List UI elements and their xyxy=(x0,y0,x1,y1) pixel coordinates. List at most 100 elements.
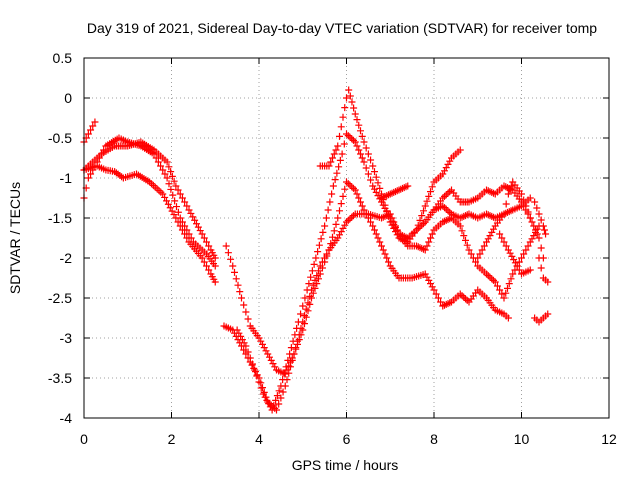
data-point-marker xyxy=(279,388,287,396)
data-point-marker xyxy=(328,190,336,198)
data-point-marker xyxy=(530,222,538,230)
data-point-marker xyxy=(294,318,302,326)
data-point-marker xyxy=(350,184,357,192)
data-point-marker xyxy=(287,344,295,352)
data-point-marker xyxy=(428,230,436,238)
data-point-marker xyxy=(533,230,541,238)
data-point-marker xyxy=(269,360,277,368)
data-point-marker xyxy=(498,290,506,298)
data-point-marker xyxy=(270,401,278,409)
data-point-marker xyxy=(508,252,516,260)
data-point-marker xyxy=(393,231,401,239)
data-point-marker xyxy=(172,214,180,222)
data-point-marker xyxy=(528,218,536,226)
data-point-marker xyxy=(369,222,377,230)
data-point-marker xyxy=(456,146,464,154)
data-point-marker xyxy=(313,280,321,288)
data-point-marker xyxy=(161,170,169,178)
data-point-marker xyxy=(500,210,508,218)
data-point-marker xyxy=(427,188,434,196)
data-point-marker xyxy=(329,233,336,241)
data-point-marker xyxy=(273,392,281,400)
data-point-marker xyxy=(488,275,496,283)
data-point-marker xyxy=(505,280,513,288)
data-point-marker xyxy=(522,202,530,210)
data-point-marker xyxy=(379,246,387,254)
data-point-marker xyxy=(260,388,268,396)
data-point-marker xyxy=(154,158,162,166)
data-point-marker xyxy=(299,302,307,310)
data-point-marker xyxy=(351,138,359,146)
data-point-marker xyxy=(333,169,341,177)
data-point-marker xyxy=(275,387,283,395)
data-point-marker xyxy=(200,234,208,242)
data-point-marker xyxy=(321,254,329,262)
data-point-marker xyxy=(535,254,543,262)
data-point-marker xyxy=(444,207,452,215)
data-point-marker xyxy=(456,222,464,230)
data-point-marker xyxy=(385,212,392,220)
data-point-marker xyxy=(203,238,210,246)
data-point-marker xyxy=(378,242,385,250)
data-point-marker xyxy=(279,376,287,384)
data-point-marker xyxy=(282,363,290,371)
y-tick-label: -1.5 xyxy=(48,210,72,226)
data-point-marker xyxy=(423,242,431,250)
data-point-marker xyxy=(304,299,312,307)
data-point-marker xyxy=(308,267,316,275)
data-point-marker xyxy=(446,188,454,196)
data-point-marker xyxy=(343,94,350,102)
data-point-marker xyxy=(372,230,380,238)
data-point-marker xyxy=(178,226,186,234)
data-point-marker xyxy=(367,176,375,184)
data-point-marker xyxy=(357,198,364,206)
data-point-marker xyxy=(358,202,366,210)
series-track-l xyxy=(496,230,534,278)
data-point-marker xyxy=(425,192,433,200)
data-point-marker xyxy=(303,286,311,294)
data-point-marker xyxy=(257,384,265,392)
data-point-marker xyxy=(340,140,348,148)
data-point-marker xyxy=(91,118,99,126)
data-point-marker xyxy=(444,160,452,168)
data-point-marker xyxy=(355,146,363,154)
data-point-marker xyxy=(183,202,191,210)
data-point-marker xyxy=(504,284,511,292)
series-track-k xyxy=(474,178,534,262)
data-point-marker xyxy=(173,203,180,211)
data-point-marker xyxy=(480,242,488,250)
data-point-marker xyxy=(528,235,536,243)
data-point-marker xyxy=(293,324,301,332)
data-point-marker xyxy=(537,216,545,224)
data-point-marker xyxy=(490,276,497,284)
data-point-marker xyxy=(311,284,319,292)
data-point-marker xyxy=(337,228,345,236)
x-tick-labels: 0 2 4 6 8 10 12 xyxy=(80,431,617,447)
data-point-marker xyxy=(181,198,189,206)
data-point-marker xyxy=(168,172,176,180)
data-point-marker xyxy=(425,238,433,246)
data-point-marker xyxy=(211,278,219,286)
data-point-marker xyxy=(520,250,528,258)
data-point-marker xyxy=(432,290,440,298)
data-point-marker xyxy=(337,200,345,208)
data-point-marker xyxy=(240,346,248,354)
data-point-marker xyxy=(313,272,321,280)
data-point-marker xyxy=(169,191,177,199)
y-tick-label: -3.5 xyxy=(48,370,72,386)
data-point-marker xyxy=(176,190,184,198)
data-point-marker xyxy=(171,197,179,205)
data-point-marker xyxy=(358,132,366,140)
data-point-marker xyxy=(442,191,450,199)
data-point-marker xyxy=(252,368,259,376)
data-point-marker xyxy=(260,344,268,352)
data-point-marker xyxy=(502,242,510,250)
data-point-marker xyxy=(311,276,319,284)
data-point-marker xyxy=(507,182,515,190)
data-point-marker xyxy=(537,264,545,272)
data-point-marker xyxy=(486,273,494,281)
data-point-marker xyxy=(339,224,347,232)
data-point-marker xyxy=(281,370,289,378)
data-point-marker xyxy=(533,204,541,212)
data-point-marker xyxy=(198,230,206,238)
